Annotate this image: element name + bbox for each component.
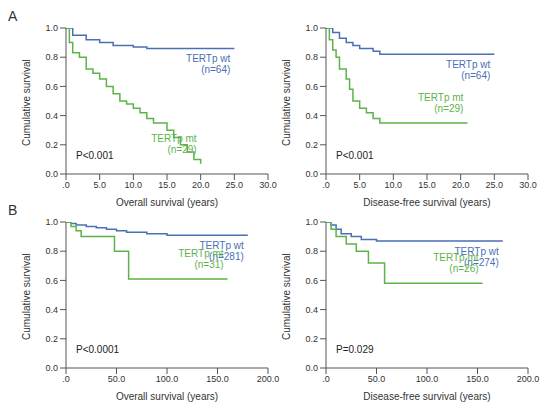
svg-text:50.0: 50.0 [368,374,386,384]
svg-text:1.0: 1.0 [305,23,318,33]
svg-text:(n=29): (n=29) [434,103,463,114]
svg-text:0.2: 0.2 [305,140,318,150]
svg-text:0.0: 0.0 [45,169,58,179]
svg-text:15.0: 15.0 [158,180,176,190]
svg-text:0.0: 0.0 [45,363,58,373]
svg-text:25.0: 25.0 [486,180,504,190]
svg-text:Disease-free survival (years): Disease-free survival (years) [363,391,490,402]
svg-text:TERTp wt: TERTp wt [186,53,230,64]
svg-text:20.0: 20.0 [192,180,210,190]
svg-text:(n=281): (n=281) [209,251,244,263]
svg-text:TERTp mt: TERTp mt [433,252,479,263]
svg-text:0.0: 0.0 [305,363,318,373]
svg-text:TERTp mt: TERTp mt [418,92,464,103]
svg-text:0.8: 0.8 [305,52,318,62]
html-text:P<0.0001: P<0.0001 [76,344,120,355]
svg-text:Cumulative survival: Cumulative survival [21,253,32,340]
svg-text:TERTp wt: TERTp wt [446,59,490,70]
svg-text:TERTp mt: TERTp mt [151,133,197,144]
svg-text:0.6: 0.6 [45,82,58,92]
svg-text:1.0: 1.0 [45,217,58,227]
svg-text:5.0: 5.0 [353,180,366,190]
svg-text:Cumulative survival: Cumulative survival [21,59,32,146]
svg-text:(n=29): (n=29) [167,144,196,155]
svg-text:15.0: 15.0 [418,180,436,190]
svg-text:200.0: 200.0 [517,374,540,384]
svg-text:TERTp wt: TERTp wt [199,240,244,252]
html-text:P<0.001: P<0.001 [76,150,114,161]
svg-text:0.0: 0.0 [305,169,318,179]
svg-text:30.0: 30.0 [519,180,537,190]
svg-text:0.2: 0.2 [45,140,58,150]
svg-text:Overall survival (years): Overall survival (years) [116,197,218,208]
svg-text:1.0: 1.0 [45,23,58,33]
svg-text:0.6: 0.6 [305,276,318,286]
svg-text:10.0: 10.0 [385,180,403,190]
svg-text:0.6: 0.6 [305,82,318,92]
svg-text:.0: .0 [322,180,330,190]
html-text:P=0.029: P=0.029 [336,344,374,355]
svg-text:50.0: 50.0 [108,374,126,384]
html-text:P<0.001: P<0.001 [336,150,374,161]
svg-text:0.6: 0.6 [45,276,58,286]
svg-text:0.4: 0.4 [45,111,58,121]
svg-text:(n=31): (n=31) [194,259,223,270]
svg-text:25.0: 25.0 [226,180,244,190]
svg-text:TERTp mt: TERTp mt [178,248,224,259]
svg-text:0.2: 0.2 [305,334,318,344]
html-text:B: B [8,202,18,218]
svg-text:20.0: 20.0 [452,180,470,190]
svg-text:0.4: 0.4 [305,305,318,315]
svg-text:.0: .0 [62,374,70,384]
svg-text:(n=274): (n=274) [464,257,499,268]
svg-text:Cumulative survival: Cumulative survival [281,59,292,146]
svg-text:1.0: 1.0 [305,217,318,227]
svg-text:.0: .0 [322,374,330,384]
svg-text:0.4: 0.4 [45,305,58,315]
svg-text:200.0: 200.0 [257,374,280,384]
svg-text:(n=26): (n=26) [449,263,478,274]
svg-text:5.0: 5.0 [93,180,106,190]
svg-text:0.8: 0.8 [305,246,318,256]
svg-text:0.8: 0.8 [45,52,58,62]
svg-text:150.0: 150.0 [466,374,489,384]
svg-text:.0: .0 [62,180,70,190]
svg-text:0.4: 0.4 [305,111,318,121]
svg-text:30.0: 30.0 [259,180,277,190]
svg-text:100.0: 100.0 [416,374,439,384]
svg-text:(n=64): (n=64) [201,64,230,75]
svg-text:(n=64): (n=64) [461,70,490,81]
svg-text:0.8: 0.8 [45,246,58,256]
svg-text:100.0: 100.0 [156,374,179,384]
svg-text:0.2: 0.2 [45,334,58,344]
svg-text:Cumulative survival: Cumulative survival [281,253,292,340]
svg-text:Overall survival (years): Overall survival (years) [116,391,218,402]
svg-text:150.0: 150.0 [206,374,229,384]
svg-text:10.0: 10.0 [125,180,143,190]
svg-text:Disease-free survival (years): Disease-free survival (years) [363,197,490,208]
html-text:A: A [8,8,18,24]
